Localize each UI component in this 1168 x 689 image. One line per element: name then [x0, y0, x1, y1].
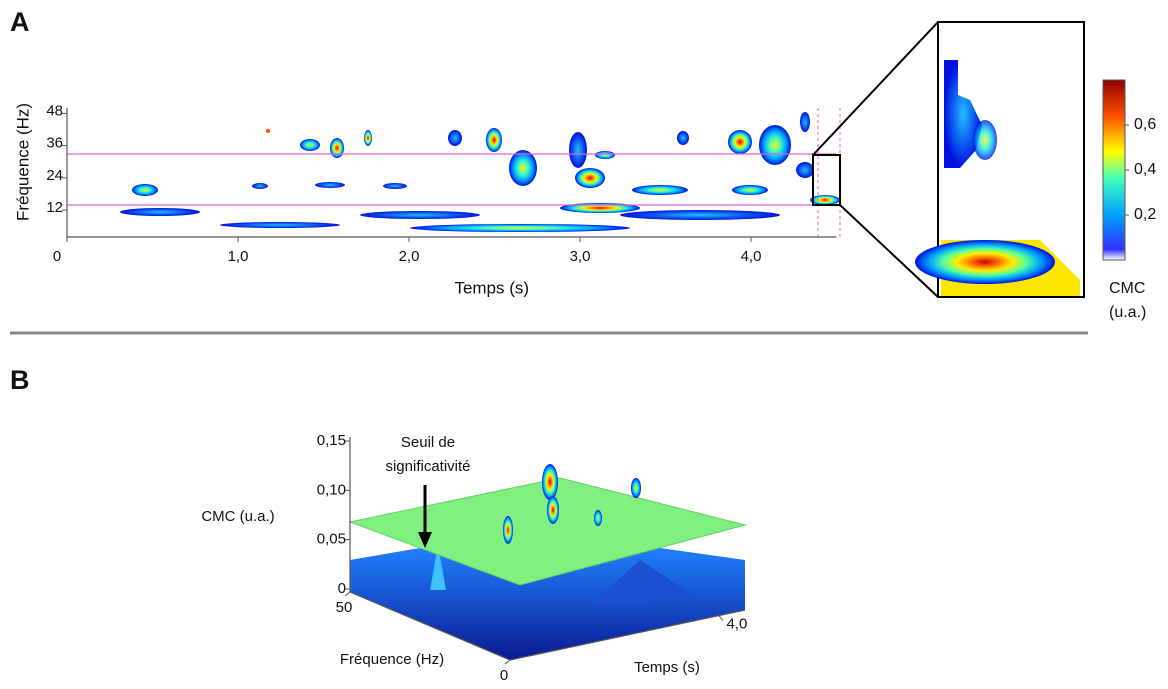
colorbar-tick-label: 0,4 [1134, 161, 1156, 178]
x-axis-title: Temps (s) [634, 659, 700, 676]
z-axis-title: CMC (u.a.) [201, 508, 274, 525]
y-tick [504, 659, 511, 665]
y-tick-label: 50 [336, 599, 353, 616]
panel-label: B [10, 365, 30, 395]
annotation: Seuil de [401, 434, 455, 451]
annotation: significativité [385, 458, 470, 475]
y-tick-label: 12 [46, 199, 63, 216]
y-tick-label: 48 [46, 102, 63, 119]
z-tick-label: 0,15 [317, 432, 346, 449]
panel-label: A [10, 7, 30, 37]
x-tick-label: 4,0 [741, 248, 762, 265]
colorbar-tick-label: 0,6 [1134, 116, 1156, 133]
markers [67, 21, 1085, 298]
colorbar-title: (u.a.) [1109, 304, 1146, 321]
x-axis-title: Temps (s) [454, 278, 529, 297]
z-tick-label: 0 [338, 580, 346, 597]
colorbar [1102, 79, 1126, 261]
y-axis [349, 591, 511, 661]
y-tick-label: 24 [46, 167, 63, 184]
colorbar-tick-label: 0,2 [1134, 206, 1156, 223]
y-axis-title: Fréquence (Hz) [13, 103, 32, 221]
x-tick-label: 0 [53, 248, 61, 265]
z-tick-label: 0,10 [317, 481, 346, 498]
y-tick [344, 591, 351, 597]
x-tick [718, 615, 724, 621]
surface [348, 464, 747, 660]
y-tick-label: 0 [500, 667, 508, 684]
x-tick-label: 3,0 [570, 248, 591, 265]
x-tick-label: 4,0 [726, 616, 747, 633]
y-axis-title: Fréquence (Hz) [340, 651, 444, 668]
x-tick-label: 1,0 [228, 248, 249, 265]
x-tick-label: 2,0 [399, 248, 420, 265]
z-tick-label: 0,05 [317, 531, 346, 548]
heatmap-blobs [120, 112, 840, 232]
colorbar-title: CMC [1109, 280, 1145, 297]
y-tick-label: 36 [46, 135, 63, 152]
x-axis [509, 609, 746, 661]
